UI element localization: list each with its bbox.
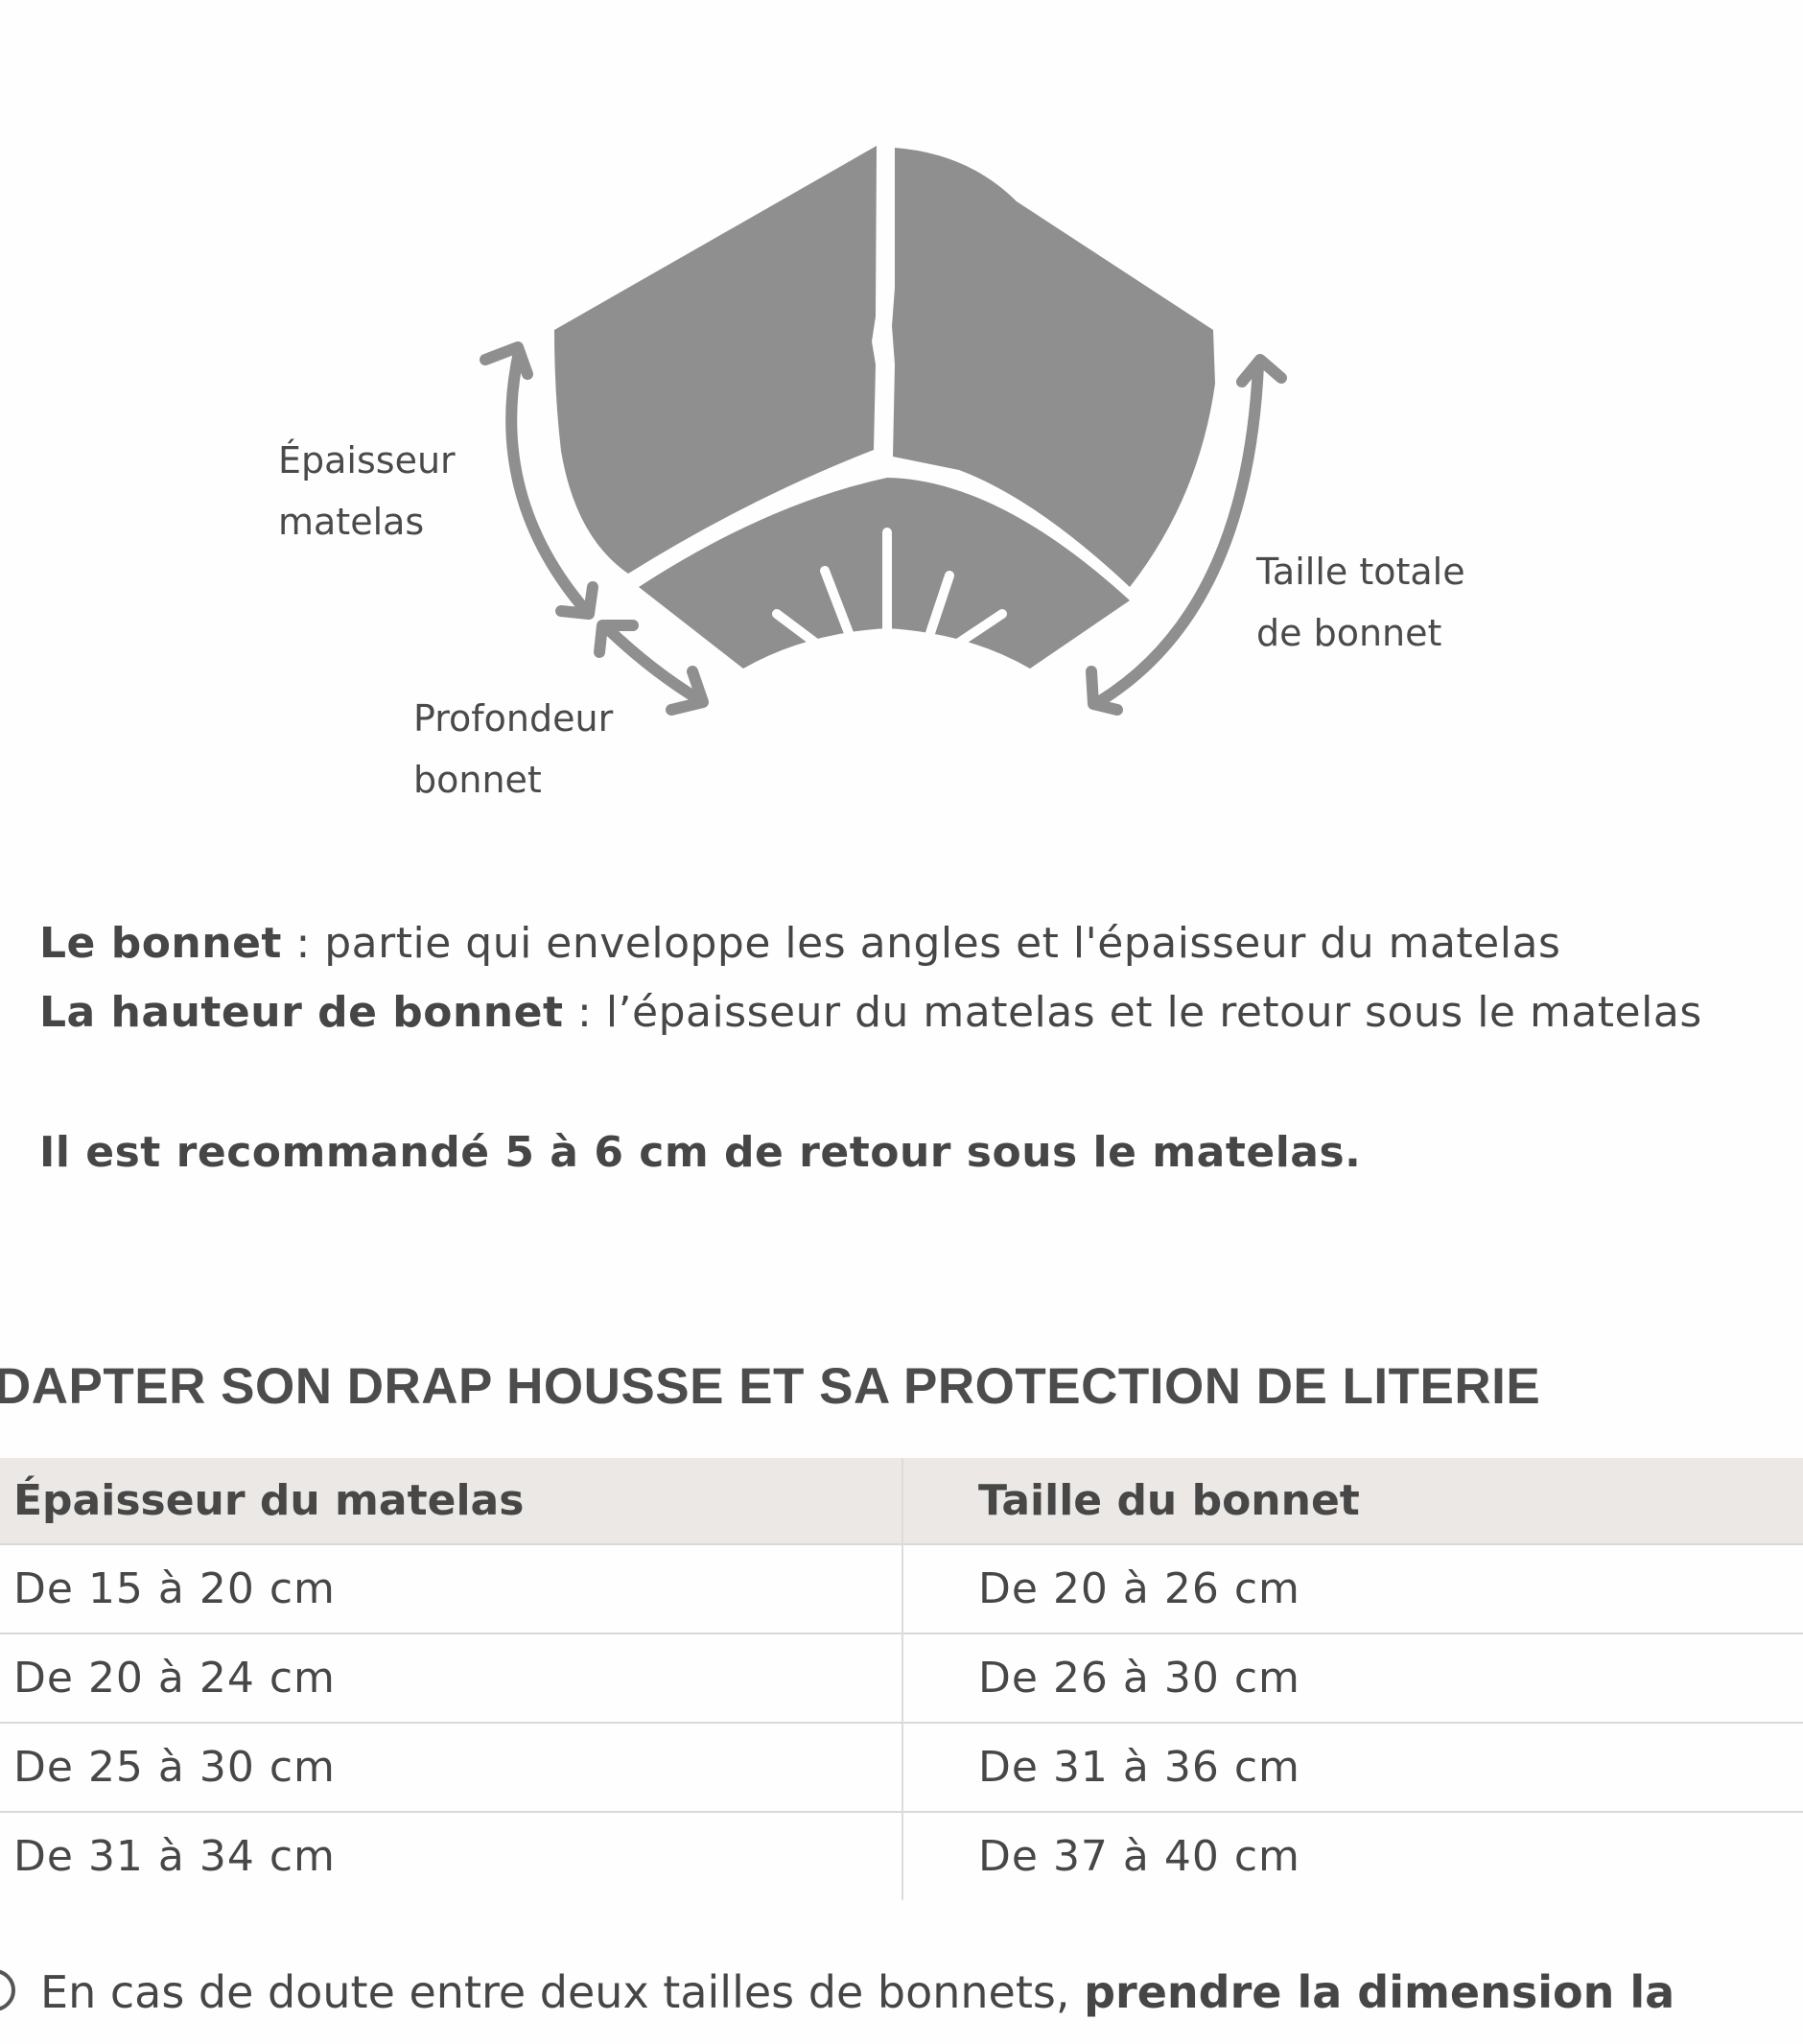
term: Le bonnet	[39, 919, 282, 968]
table-row: De 31 à 34 cm De 37 à 40 cm	[0, 1811, 1803, 1900]
definition-text: : partie qui enveloppe les angles et l'é…	[281, 919, 1561, 968]
label-total-size: Taille totale de bonnet	[1256, 541, 1465, 664]
term: La hauteur de bonnet	[39, 988, 564, 1037]
definition-text: : l’épaisseur du matelas et le retour so…	[563, 988, 1702, 1037]
label-line: matelas	[278, 501, 425, 543]
table-row: De 20 à 24 cm De 26 à 30 cm	[0, 1633, 1803, 1723]
cell: De 26 à 30 cm	[902, 1633, 1803, 1723]
label-line: bonnet	[413, 759, 542, 801]
cell: De 20 à 24 cm	[0, 1633, 903, 1723]
recommendation: Il est recommandé 5 à 6 cm de retour sou…	[39, 1128, 1362, 1177]
left-panel	[554, 146, 877, 574]
header-thickness: Épaisseur du matelas	[0, 1458, 903, 1544]
label-thickness: Épaisseur matelas	[278, 430, 456, 552]
label-line: Épaisseur	[278, 439, 456, 482]
section-title: DAPTER SON DRAP HOUSSE ET SA PROTECTION …	[0, 1358, 1541, 1415]
depth-arrow	[594, 620, 709, 716]
note: En cas de doute entre deux tailles de bo…	[0, 1966, 1674, 2018]
definition-bonnet: Le bonnet : partie qui enveloppe les ang…	[39, 919, 1560, 968]
fitted-sheet-corner-diagram	[480, 146, 1287, 716]
cell: De 37 à 40 cm	[902, 1811, 1803, 1900]
note-text: En cas de doute entre deux tailles de bo…	[40, 1966, 1085, 2018]
label-line: Profondeur	[413, 697, 614, 740]
cell: De 25 à 30 cm	[0, 1722, 903, 1812]
table-row: De 25 à 30 cm De 31 à 36 cm	[0, 1722, 1803, 1812]
table-header-row: Épaisseur du matelas Taille du bonnet	[0, 1458, 1803, 1544]
label-line: Taille totale	[1256, 551, 1465, 593]
cell: De 31 à 36 cm	[902, 1722, 1803, 1812]
definition-height: La hauteur de bonnet : l’épaisseur du ma…	[39, 988, 1702, 1037]
right-panel	[892, 148, 1215, 587]
cell: De 31 à 34 cm	[0, 1811, 903, 1900]
thickness-arrow	[480, 341, 598, 620]
total-size-arrow	[1086, 354, 1287, 716]
note-bold-text: prendre la dimension la	[1084, 1966, 1675, 2018]
label-line: de bonnet	[1256, 612, 1442, 654]
label-depth: Profondeur bonnet	[413, 688, 613, 811]
cell: De 20 à 26 cm	[902, 1543, 1803, 1633]
cell: De 15 à 20 cm	[0, 1543, 903, 1633]
info-icon	[0, 1969, 15, 2011]
table-row: De 15 à 20 cm De 20 à 26 cm	[0, 1543, 1803, 1633]
header-bonnet-size: Taille du bonnet	[902, 1458, 1803, 1544]
size-table: Épaisseur du matelas Taille du bonnet De…	[0, 1458, 1803, 1900]
